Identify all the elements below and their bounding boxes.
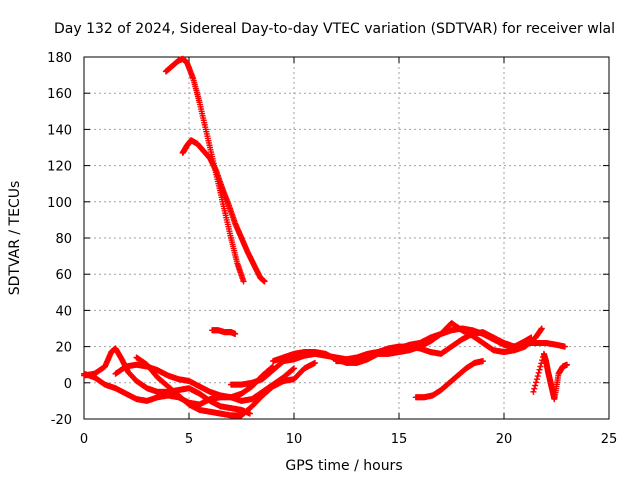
series-low-H	[412, 358, 486, 401]
data-point	[535, 369, 542, 376]
x-tick-label: 0	[80, 432, 88, 447]
data-point	[240, 278, 247, 285]
data-point	[232, 330, 239, 337]
y-tick-label: 0	[64, 377, 72, 392]
data-point	[564, 361, 570, 368]
data-point	[261, 278, 268, 285]
data-point	[533, 379, 540, 386]
data-point	[536, 366, 543, 373]
y-tick-label: 180	[47, 51, 72, 66]
series-patch	[209, 327, 239, 337]
data-point	[528, 334, 535, 341]
y-tick-label: -20	[51, 413, 72, 428]
data-point	[538, 360, 545, 367]
data-point	[533, 376, 540, 383]
y-tick-label: 40	[55, 304, 72, 319]
data-point	[531, 385, 538, 392]
x-tick-label: 20	[496, 432, 513, 447]
data-point	[538, 325, 545, 332]
x-axis-title: GPS time / hours	[285, 458, 402, 474]
y-tick-label: 120	[47, 160, 72, 175]
series-low-I	[530, 350, 570, 403]
y-tick-label: 100	[47, 196, 72, 211]
data-point	[290, 366, 297, 373]
data-point	[537, 363, 544, 370]
series-high-A	[162, 55, 247, 285]
y-tick-label: 80	[55, 232, 72, 247]
y-tick-label: 20	[55, 341, 72, 356]
data-point	[534, 373, 541, 380]
y-tick-label: 140	[47, 123, 72, 138]
series-high-B	[179, 137, 268, 285]
series-low-D	[133, 354, 318, 419]
data-point	[530, 388, 537, 395]
data-point	[561, 343, 568, 350]
series-low-A	[81, 345, 253, 417]
data-point	[312, 359, 318, 366]
data-points	[81, 55, 570, 419]
chart-title: Day 132 of 2024, Sidereal Day-to-day VTE…	[54, 21, 615, 37]
x-tick-labels: 0 5 10 15 20 25	[80, 432, 617, 447]
y-axis-title: SDTVAR / TECUs	[7, 181, 23, 296]
series-low-G	[333, 329, 535, 365]
x-tick-label: 15	[391, 432, 408, 447]
data-point	[291, 365, 297, 372]
y-tick-label: 160	[47, 87, 72, 102]
y-tick-label: 60	[55, 268, 72, 283]
x-tick-label: 10	[286, 432, 303, 447]
y-tick-labels: -20 0 20 40 60 80 100 120 140 160 180	[47, 51, 72, 428]
data-point	[480, 358, 486, 365]
x-tick-label: 25	[601, 432, 618, 447]
x-tick-label: 5	[185, 432, 193, 447]
axis-ticks	[83, 56, 610, 420]
data-point	[532, 382, 539, 389]
